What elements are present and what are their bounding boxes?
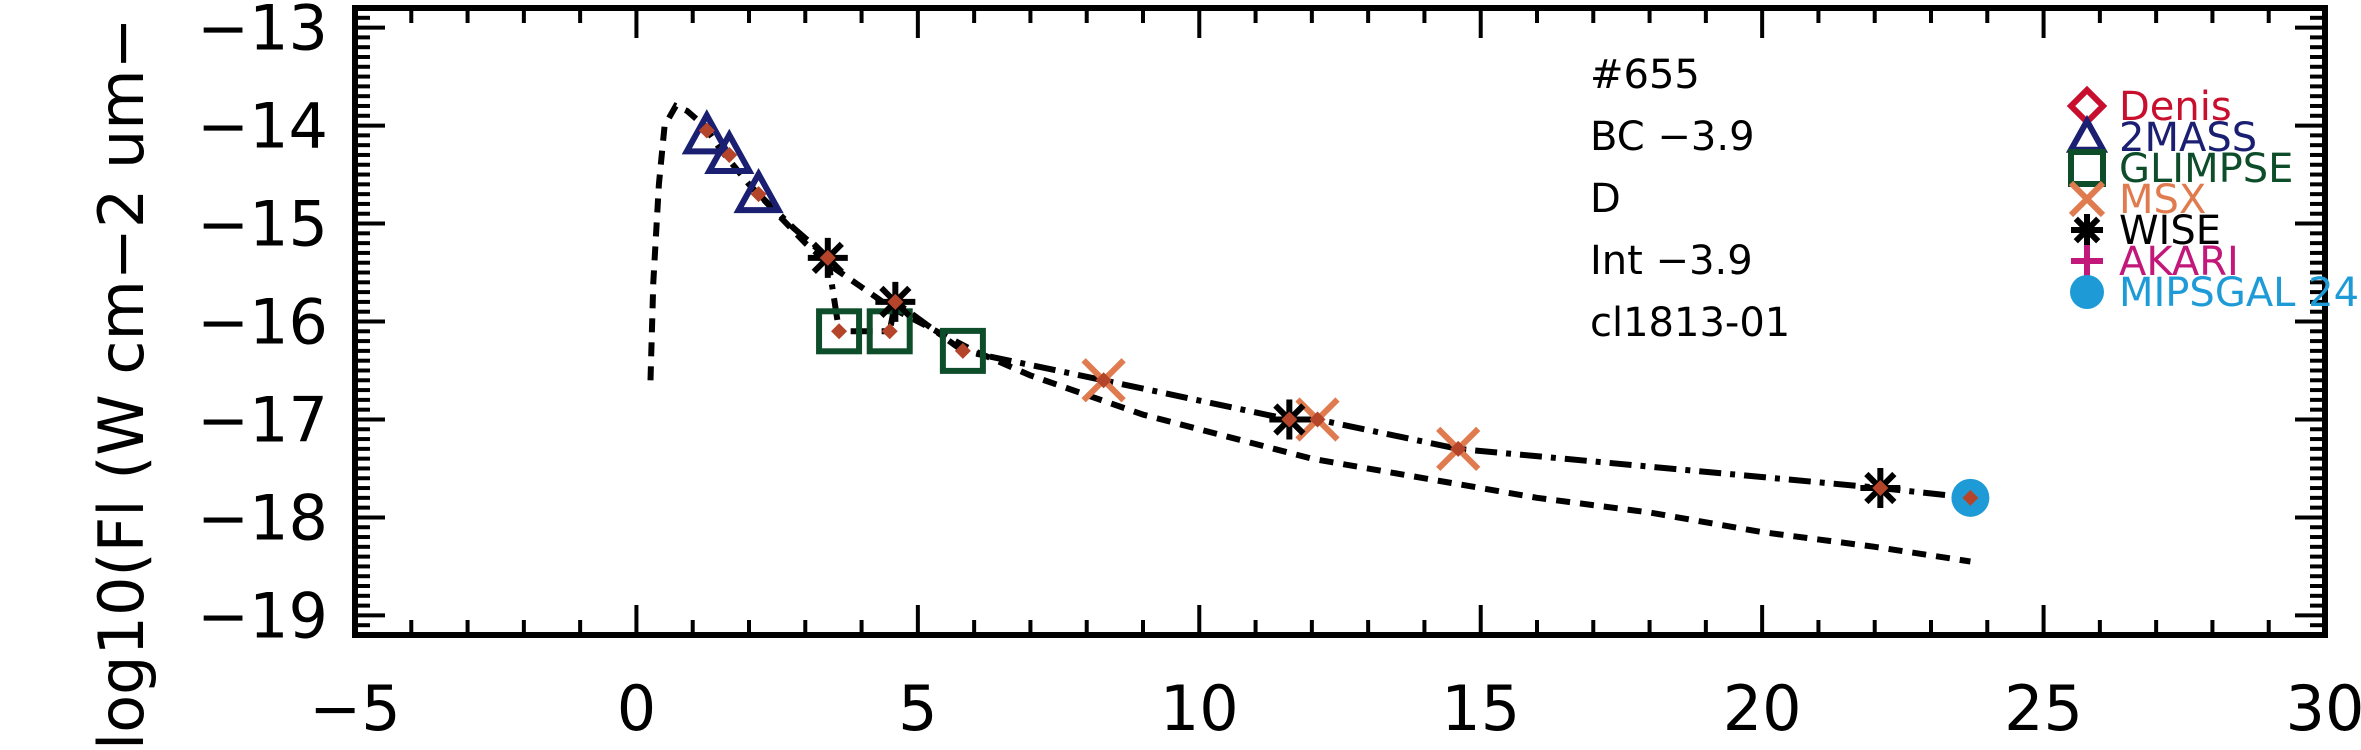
annotation-text: Int −3.9	[1590, 238, 1753, 284]
legend-marker-wise	[2071, 214, 2103, 246]
x-tick-label: 0	[617, 672, 656, 745]
plot-frame	[352, 5, 2328, 638]
glimpse-marker	[939, 327, 986, 374]
2mass-marker	[704, 128, 755, 174]
data-markers	[681, 109, 1990, 517]
y-tick-label: −16	[197, 286, 328, 359]
legend-marker-mipsgal-24	[2070, 275, 2104, 309]
x-tick-label: 25	[2004, 672, 2083, 745]
x-tick-label: 10	[1160, 672, 1239, 745]
y-tick-label: −19	[197, 579, 328, 652]
y-tick-labels: −13 −14 −15 −16 −17 −18 −19	[197, 0, 328, 652]
annotations: #655 BC −3.9 D Int −3.9 cl1813-01	[1590, 52, 1790, 346]
legend-label: MSX	[2119, 177, 2206, 223]
annotation-text: cl1813-01	[1590, 300, 1790, 346]
observed-point	[1309, 411, 1326, 428]
legend-marker-glimpse	[2068, 149, 2106, 187]
annotation-text: BC −3.9	[1590, 114, 1755, 160]
glimpse-marker	[816, 308, 863, 355]
x-tick-labels: −5 0 5 10 15 20 25 30	[309, 672, 2361, 745]
legend-label: MIPSGAL 24	[2119, 270, 2359, 316]
2mass-marker	[681, 109, 732, 155]
x-tick-label: 5	[898, 672, 937, 745]
y-tick-label: −15	[197, 188, 328, 261]
observed-point	[831, 323, 848, 340]
legend-label: WISE	[2119, 208, 2221, 254]
legend-label: GLIMPSE	[2119, 146, 2293, 192]
observed-point	[1450, 440, 1467, 457]
observed-point	[954, 342, 971, 359]
observed-point	[750, 186, 767, 203]
observed-point	[721, 146, 738, 163]
x-tick-label: −5	[309, 672, 400, 745]
x-tick-label: 30	[2286, 672, 2361, 745]
legend-label: Denis	[2119, 84, 2232, 130]
y-tick-label: −18	[197, 481, 328, 554]
y-tick-label: −17	[197, 383, 328, 456]
x-tick-label: 20	[1723, 672, 1802, 745]
observed-point	[887, 293, 904, 310]
y-axis-label: log10(Fl (W cm−2 um−	[85, 17, 158, 750]
legend-label: AKARI	[2119, 239, 2239, 285]
legend-marker-2mass	[2065, 114, 2109, 153]
y-tick-label: −13	[197, 0, 328, 65]
annotation-text: D	[1590, 176, 1621, 222]
legend-marker-msx	[2068, 180, 2106, 218]
observed-point	[819, 249, 836, 266]
legend-label: 2MASS	[2119, 115, 2257, 161]
observed-point	[881, 323, 898, 340]
observed-point	[1962, 489, 1979, 506]
observed-point	[1281, 411, 1298, 428]
observed-point	[1095, 372, 1112, 389]
observed-point	[698, 122, 715, 139]
x-tick-label: 15	[1441, 672, 1520, 745]
observed-point	[1872, 480, 1889, 497]
legend-marker-akari	[2071, 245, 2103, 277]
annotation-text: #655	[1590, 52, 1700, 98]
2mass-marker	[733, 167, 784, 214]
y-tick-label: −14	[197, 90, 328, 163]
